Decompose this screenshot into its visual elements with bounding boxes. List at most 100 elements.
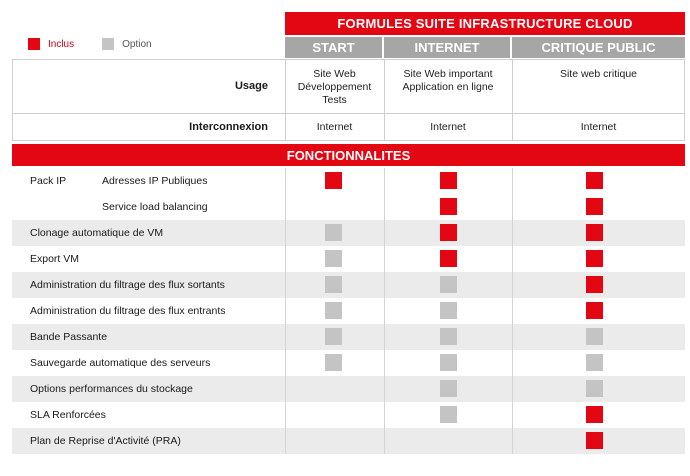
column-divider [285,350,286,376]
usage-start: Site Web Développement Tests [285,68,384,107]
feature-label: Plan de Reprise d'Activité (PRA) [30,435,181,447]
included-marker-icon [325,172,342,189]
included-marker-icon [440,198,457,215]
column-divider [285,246,286,272]
option-marker-icon [325,276,342,293]
column-divider [285,272,286,298]
legend-included-label: Inclus [48,38,75,50]
column-divider [285,220,286,246]
column-divider [384,428,385,454]
feature-row: Sauvegarde automatique des serveurs [12,350,685,376]
column-divider [384,324,385,350]
column-divider [384,350,385,376]
column-divider [384,376,385,402]
usage-internet-line: Application en ligne [402,81,494,93]
column-divider [512,350,513,376]
column-divider [285,194,286,220]
column-header-start: START [285,37,382,58]
option-marker-icon [586,354,603,371]
included-marker-icon [440,250,457,267]
divider [12,59,13,141]
feature-row: Administration du filtrage des flux entr… [12,298,685,324]
feature-label: Bande Passante [30,331,108,343]
interconnexion-internet: Internet [430,121,466,133]
feature-row: Service load balancing [12,194,685,220]
divider [12,113,685,114]
divider [12,140,685,141]
column-divider [285,402,286,428]
included-marker-icon [586,224,603,241]
column-divider [512,194,513,220]
feature-label: Service load balancing [102,201,208,213]
feature-label: Administration du filtrage des flux entr… [30,305,226,317]
column-divider [512,402,513,428]
included-marker-icon [440,172,457,189]
feature-group-label: Pack IP [30,175,67,187]
included-marker-icon [586,276,603,293]
interconnexion-critique: Internet [580,121,617,133]
divider [384,59,385,141]
included-marker-icon [440,224,457,241]
feature-label: Sauvegarde automatique des serveurs [30,357,211,369]
feature-label: Clonage automatique de VM [30,227,164,239]
feature-row: Pack IP Adresses IP Publiques [12,168,685,194]
interconnexion-label: Interconnexion [189,121,268,133]
column-divider [384,272,385,298]
divider [684,59,685,141]
feature-label: Options performances du stockage [30,383,193,395]
feature-label: SLA Renforcées [30,409,106,421]
option-marker-icon [440,406,457,423]
column-divider [384,246,385,272]
feature-row: Administration du filtrage des flux sort… [12,272,685,298]
column-divider [512,324,513,350]
feature-row: Options performances du stockage [12,376,685,402]
option-marker-icon [440,354,457,371]
column-divider [285,168,286,194]
divider [512,59,513,141]
option-marker-icon [440,380,457,397]
usage-start-line: Site Web [313,68,356,80]
feature-row: Clonage automatique de VM [12,220,685,246]
column-header-internet: INTERNET [384,37,510,58]
column-divider [512,376,513,402]
included-marker-icon [586,198,603,215]
feature-row: Export VM [12,246,685,272]
feature-row: Plan de Reprise d'Activité (PRA) [12,428,685,454]
column-divider [512,272,513,298]
legend-option: Option [102,38,152,50]
divider [285,59,286,141]
included-marker-icon [586,250,603,267]
column-divider [512,168,513,194]
column-divider [512,298,513,324]
included-swatch-icon [28,38,40,50]
usage-internet: Site Web important Application en ligne [384,68,512,94]
legend: Inclus Option [28,37,180,51]
interconnexion-start: Internet [316,121,353,133]
included-marker-icon [586,172,603,189]
usage-start-line: Développement [297,81,372,93]
usage-label: Usage [234,80,268,92]
included-marker-icon [586,406,603,423]
column-divider [384,194,385,220]
option-marker-icon [586,328,603,345]
option-marker-icon [325,328,342,345]
divider [12,59,685,60]
feature-row: Bande Passante [12,324,685,350]
option-marker-icon [325,302,342,319]
option-marker-icon [586,380,603,397]
usage-internet-line: Site Web important [403,68,493,80]
column-divider [285,298,286,324]
legend-included: Inclus [28,38,74,50]
feature-label: Adresses IP Publiques [102,175,208,187]
column-divider [285,324,286,350]
option-marker-icon [325,224,342,241]
feature-label: Export VM [30,253,80,265]
column-divider [512,220,513,246]
column-divider [384,298,385,324]
usage-start-line: Tests [322,94,347,106]
column-divider [285,428,286,454]
included-marker-icon [586,432,603,449]
column-divider [384,402,385,428]
column-header-critique-public: CRITIQUE PUBLIC [512,37,685,58]
